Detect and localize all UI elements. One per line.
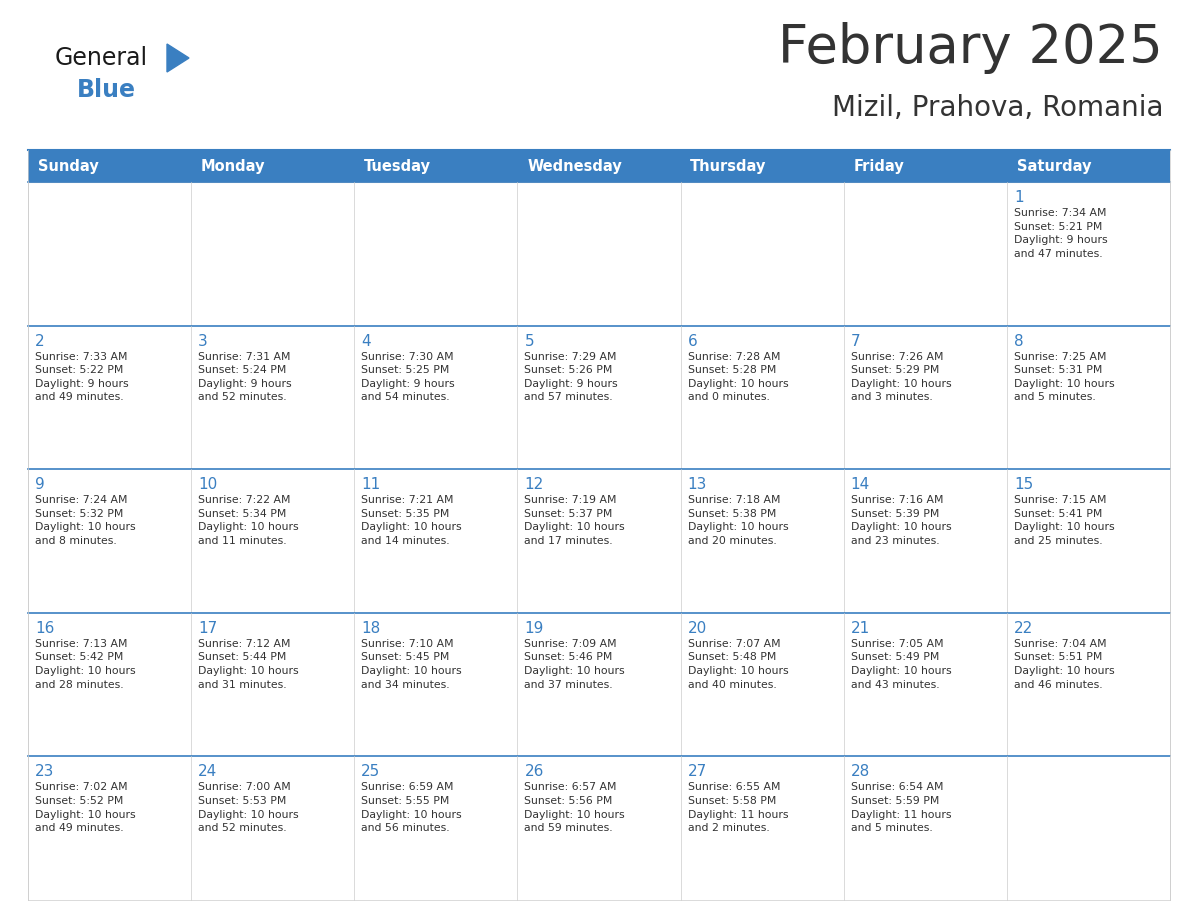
Text: Sunrise: 7:18 AM
Sunset: 5:38 PM
Daylight: 10 hours
and 20 minutes.: Sunrise: 7:18 AM Sunset: 5:38 PM Dayligh… <box>688 495 788 546</box>
Bar <box>354 150 518 182</box>
Text: 16: 16 <box>34 621 55 636</box>
Text: 7: 7 <box>851 333 860 349</box>
Text: Sunrise: 7:04 AM
Sunset: 5:51 PM
Daylight: 10 hours
and 46 minutes.: Sunrise: 7:04 AM Sunset: 5:51 PM Dayligh… <box>1013 639 1114 689</box>
Text: 18: 18 <box>361 621 380 636</box>
Text: Sunrise: 7:12 AM
Sunset: 5:44 PM
Daylight: 10 hours
and 31 minutes.: Sunrise: 7:12 AM Sunset: 5:44 PM Dayligh… <box>198 639 298 689</box>
Text: Sunrise: 7:28 AM
Sunset: 5:28 PM
Daylight: 10 hours
and 0 minutes.: Sunrise: 7:28 AM Sunset: 5:28 PM Dayligh… <box>688 352 788 402</box>
Text: 14: 14 <box>851 477 870 492</box>
Text: 28: 28 <box>851 765 870 779</box>
Text: Sunrise: 6:59 AM
Sunset: 5:55 PM
Daylight: 10 hours
and 56 minutes.: Sunrise: 6:59 AM Sunset: 5:55 PM Dayligh… <box>361 782 462 834</box>
Text: Sunrise: 7:26 AM
Sunset: 5:29 PM
Daylight: 10 hours
and 3 minutes.: Sunrise: 7:26 AM Sunset: 5:29 PM Dayligh… <box>851 352 952 402</box>
Text: Sunrise: 7:02 AM
Sunset: 5:52 PM
Daylight: 10 hours
and 49 minutes.: Sunrise: 7:02 AM Sunset: 5:52 PM Dayligh… <box>34 782 135 834</box>
Text: Sunrise: 7:30 AM
Sunset: 5:25 PM
Daylight: 9 hours
and 54 minutes.: Sunrise: 7:30 AM Sunset: 5:25 PM Dayligh… <box>361 352 455 402</box>
Text: Sunrise: 6:57 AM
Sunset: 5:56 PM
Daylight: 10 hours
and 59 minutes.: Sunrise: 6:57 AM Sunset: 5:56 PM Dayligh… <box>524 782 625 834</box>
Text: 19: 19 <box>524 621 544 636</box>
Text: Sunrise: 7:00 AM
Sunset: 5:53 PM
Daylight: 10 hours
and 52 minutes.: Sunrise: 7:00 AM Sunset: 5:53 PM Dayligh… <box>198 782 298 834</box>
Text: 25: 25 <box>361 765 380 779</box>
Text: Sunrise: 7:10 AM
Sunset: 5:45 PM
Daylight: 10 hours
and 34 minutes.: Sunrise: 7:10 AM Sunset: 5:45 PM Dayligh… <box>361 639 462 689</box>
Text: Blue: Blue <box>77 78 135 102</box>
Text: 4: 4 <box>361 333 371 349</box>
Text: 24: 24 <box>198 765 217 779</box>
Text: Sunrise: 7:33 AM
Sunset: 5:22 PM
Daylight: 9 hours
and 49 minutes.: Sunrise: 7:33 AM Sunset: 5:22 PM Dayligh… <box>34 352 128 402</box>
Text: Sunrise: 7:05 AM
Sunset: 5:49 PM
Daylight: 10 hours
and 43 minutes.: Sunrise: 7:05 AM Sunset: 5:49 PM Dayligh… <box>851 639 952 689</box>
Text: 23: 23 <box>34 765 55 779</box>
Text: Sunrise: 7:19 AM
Sunset: 5:37 PM
Daylight: 10 hours
and 17 minutes.: Sunrise: 7:19 AM Sunset: 5:37 PM Dayligh… <box>524 495 625 546</box>
Text: 5: 5 <box>524 333 535 349</box>
Bar <box>1007 150 1170 182</box>
Text: Sunrise: 7:09 AM
Sunset: 5:46 PM
Daylight: 10 hours
and 37 minutes.: Sunrise: 7:09 AM Sunset: 5:46 PM Dayligh… <box>524 639 625 689</box>
Text: Sunrise: 7:21 AM
Sunset: 5:35 PM
Daylight: 10 hours
and 14 minutes.: Sunrise: 7:21 AM Sunset: 5:35 PM Dayligh… <box>361 495 462 546</box>
Text: Sunrise: 6:54 AM
Sunset: 5:59 PM
Daylight: 11 hours
and 5 minutes.: Sunrise: 6:54 AM Sunset: 5:59 PM Dayligh… <box>851 782 952 834</box>
Text: Sunrise: 7:34 AM
Sunset: 5:21 PM
Daylight: 9 hours
and 47 minutes.: Sunrise: 7:34 AM Sunset: 5:21 PM Dayligh… <box>1013 208 1107 259</box>
Text: Sunrise: 7:25 AM
Sunset: 5:31 PM
Daylight: 10 hours
and 5 minutes.: Sunrise: 7:25 AM Sunset: 5:31 PM Dayligh… <box>1013 352 1114 402</box>
Text: General: General <box>55 46 148 70</box>
Text: 11: 11 <box>361 477 380 492</box>
Bar <box>843 150 1007 182</box>
Text: 6: 6 <box>688 333 697 349</box>
Text: Thursday: Thursday <box>690 159 766 174</box>
Text: Sunrise: 7:15 AM
Sunset: 5:41 PM
Daylight: 10 hours
and 25 minutes.: Sunrise: 7:15 AM Sunset: 5:41 PM Dayligh… <box>1013 495 1114 546</box>
Text: Wednesday: Wednesday <box>527 159 623 174</box>
Text: Sunrise: 7:16 AM
Sunset: 5:39 PM
Daylight: 10 hours
and 23 minutes.: Sunrise: 7:16 AM Sunset: 5:39 PM Dayligh… <box>851 495 952 546</box>
Text: 10: 10 <box>198 477 217 492</box>
Bar <box>29 150 191 182</box>
Text: 9: 9 <box>34 477 45 492</box>
Text: 13: 13 <box>688 477 707 492</box>
Text: Sunrise: 6:55 AM
Sunset: 5:58 PM
Daylight: 11 hours
and 2 minutes.: Sunrise: 6:55 AM Sunset: 5:58 PM Dayligh… <box>688 782 788 834</box>
Text: Sunrise: 7:24 AM
Sunset: 5:32 PM
Daylight: 10 hours
and 8 minutes.: Sunrise: 7:24 AM Sunset: 5:32 PM Dayligh… <box>34 495 135 546</box>
Text: 8: 8 <box>1013 333 1024 349</box>
Bar <box>518 150 681 182</box>
Text: Saturday: Saturday <box>1017 159 1091 174</box>
Text: 12: 12 <box>524 477 544 492</box>
Text: 21: 21 <box>851 621 870 636</box>
Text: 1: 1 <box>1013 190 1024 205</box>
Text: 15: 15 <box>1013 477 1034 492</box>
Text: Monday: Monday <box>201 159 265 174</box>
Text: Sunrise: 7:07 AM
Sunset: 5:48 PM
Daylight: 10 hours
and 40 minutes.: Sunrise: 7:07 AM Sunset: 5:48 PM Dayligh… <box>688 639 788 689</box>
Text: Sunrise: 7:29 AM
Sunset: 5:26 PM
Daylight: 9 hours
and 57 minutes.: Sunrise: 7:29 AM Sunset: 5:26 PM Dayligh… <box>524 352 618 402</box>
Bar <box>681 150 843 182</box>
Text: Tuesday: Tuesday <box>364 159 431 174</box>
Text: Sunrise: 7:31 AM
Sunset: 5:24 PM
Daylight: 9 hours
and 52 minutes.: Sunrise: 7:31 AM Sunset: 5:24 PM Dayligh… <box>198 352 292 402</box>
Text: 27: 27 <box>688 765 707 779</box>
Text: 2: 2 <box>34 333 45 349</box>
Text: Sunrise: 7:22 AM
Sunset: 5:34 PM
Daylight: 10 hours
and 11 minutes.: Sunrise: 7:22 AM Sunset: 5:34 PM Dayligh… <box>198 495 298 546</box>
Text: 22: 22 <box>1013 621 1034 636</box>
Bar <box>191 150 354 182</box>
Text: 26: 26 <box>524 765 544 779</box>
Text: Sunday: Sunday <box>38 159 99 174</box>
Text: February 2025: February 2025 <box>778 22 1163 74</box>
Polygon shape <box>168 44 189 72</box>
Text: Mizil, Prahova, Romania: Mizil, Prahova, Romania <box>832 94 1163 122</box>
Text: 20: 20 <box>688 621 707 636</box>
Text: 17: 17 <box>198 621 217 636</box>
Text: Friday: Friday <box>853 159 904 174</box>
Text: 3: 3 <box>198 333 208 349</box>
Text: Sunrise: 7:13 AM
Sunset: 5:42 PM
Daylight: 10 hours
and 28 minutes.: Sunrise: 7:13 AM Sunset: 5:42 PM Dayligh… <box>34 639 135 689</box>
